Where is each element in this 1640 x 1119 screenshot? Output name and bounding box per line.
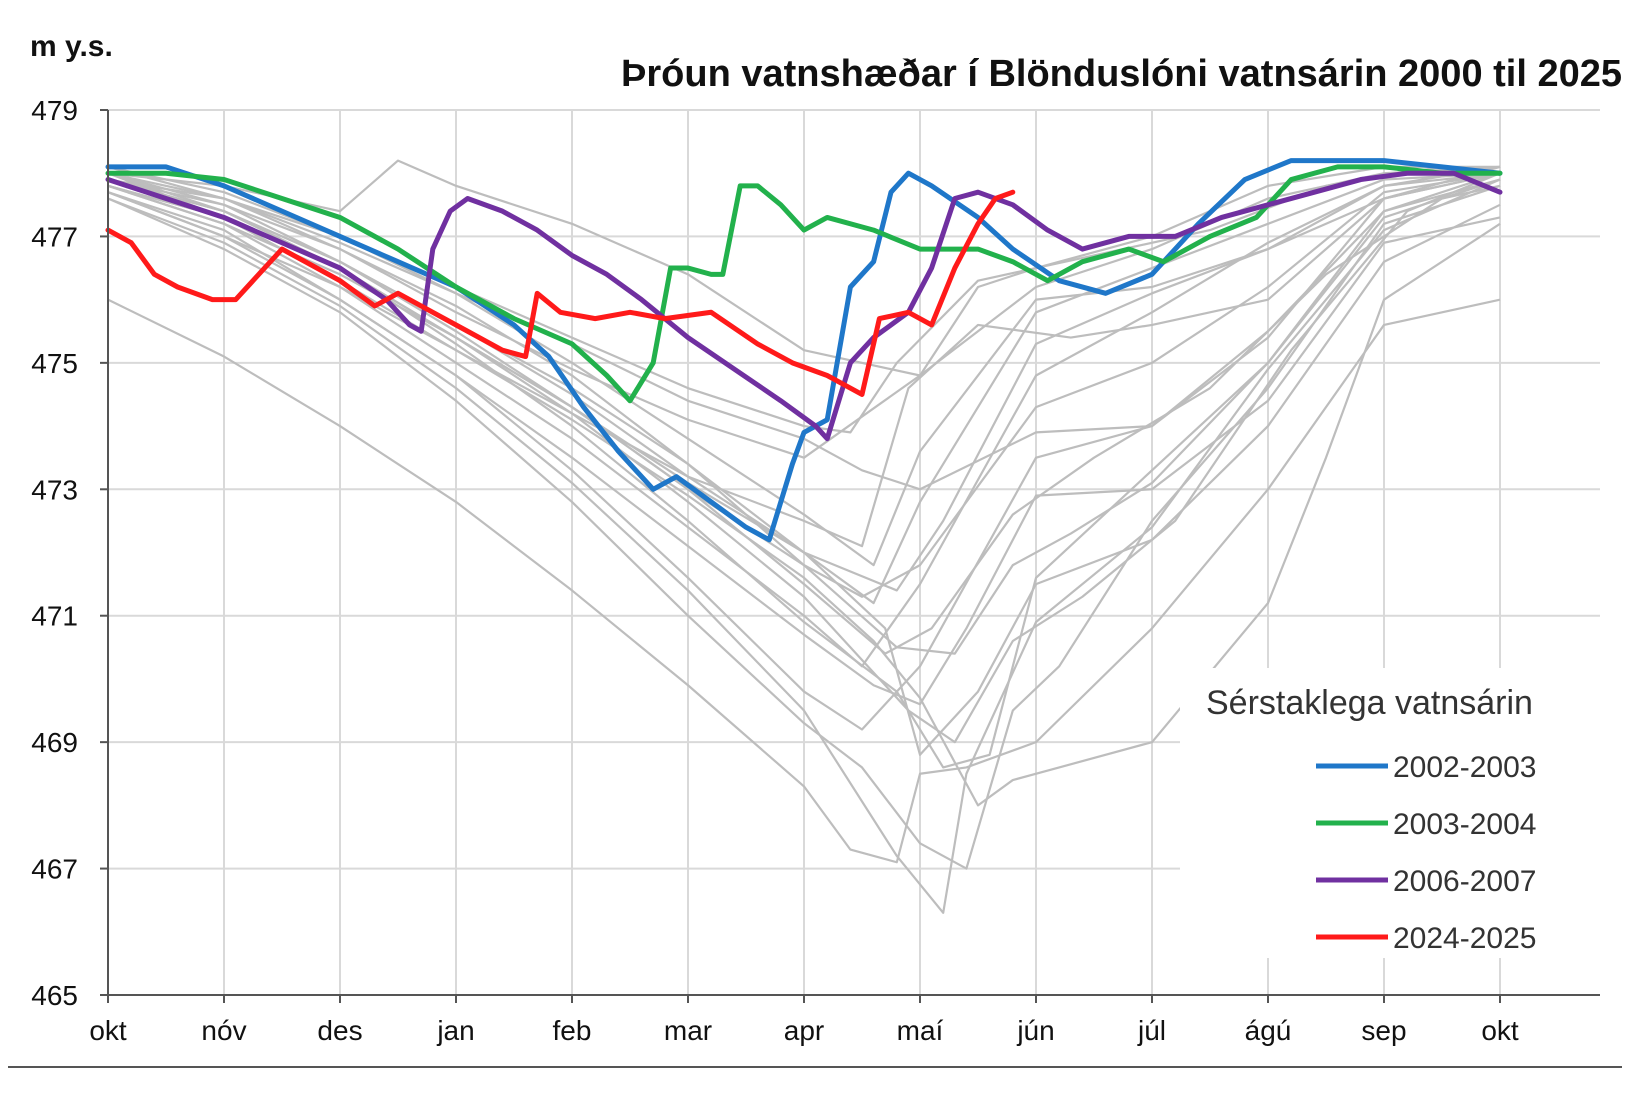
y-tick-label: 479 [31, 95, 78, 126]
x-tick-label: maí [897, 1015, 944, 1046]
x-tick-label: okt [89, 1015, 127, 1046]
y-tick-label: 473 [31, 474, 78, 505]
legend-label-2003-2004: 2003-2004 [1393, 808, 1536, 841]
background-series-line [107, 165, 1501, 491]
x-tick-label: feb [553, 1015, 592, 1046]
y-tick-label: 477 [31, 221, 78, 252]
x-tick-label: ágú [1245, 1015, 1292, 1046]
background-series-line [107, 184, 1501, 870]
x-tick-label: sep [1361, 1015, 1406, 1046]
background-series-line [107, 298, 1501, 864]
x-tick-label: apr [784, 1015, 824, 1046]
background-series-line [107, 191, 1501, 706]
legend-title: Sérstaklega vatnsárin [1206, 684, 1533, 722]
chart-title: Þróun vatnshæðar í Blönduslóni vatnsárin… [621, 53, 1622, 95]
gridlines [107, 109, 1600, 996]
x-tick-label: nóv [201, 1015, 246, 1046]
legend-background [1180, 668, 1620, 958]
y-tick-label: 471 [31, 601, 78, 632]
y-tick-labels: 465 467 469 471 473 475 477 479 [31, 95, 78, 1011]
highlight-series-group [105, 158, 1503, 543]
background-series-line [107, 172, 1501, 548]
x-tick-label: okt [1481, 1015, 1519, 1046]
legend-label-2006-2007: 2006-2007 [1393, 865, 1536, 898]
x-tick-label: júl [1137, 1015, 1166, 1046]
series-line-2003-2004 [105, 164, 1503, 404]
background-series-line [107, 172, 1501, 598]
legend-items: 2002-2003 2003-2004 2006-2007 2024-2025 [1316, 751, 1536, 955]
y-tick-label: 475 [31, 348, 78, 379]
background-series-line [107, 172, 1501, 756]
series-line-2002-2003 [105, 158, 1503, 543]
background-series-line [107, 159, 1500, 377]
x-tick-label: des [317, 1015, 362, 1046]
y-tick-label: 469 [31, 727, 78, 758]
background-series-line [107, 178, 1501, 914]
legend-label-2002-2003: 2002-2003 [1393, 751, 1536, 784]
axes [100, 109, 1600, 1003]
y-axis-unit-label: m y.s. [30, 30, 113, 63]
x-tick-label: jan [436, 1015, 474, 1046]
x-tick-label: jún [1016, 1015, 1054, 1046]
background-series-line [107, 172, 1501, 744]
y-tick-label: 465 [31, 980, 78, 1011]
x-tick-label: mar [664, 1015, 712, 1046]
series-line-2006-2007 [105, 170, 1503, 442]
legend: Sérstaklega vatnsárin 2002-2003 2003-2004… [1180, 668, 1620, 958]
x-tick-labels: okt nóv des jan feb mar apr maí jún júl ágú sep okt [89, 1015, 1519, 1046]
series-line-2024-2025 [105, 189, 1016, 397]
y-tick-label: 467 [31, 854, 78, 885]
legend-label-2024-2025: 2024-2025 [1393, 922, 1536, 955]
